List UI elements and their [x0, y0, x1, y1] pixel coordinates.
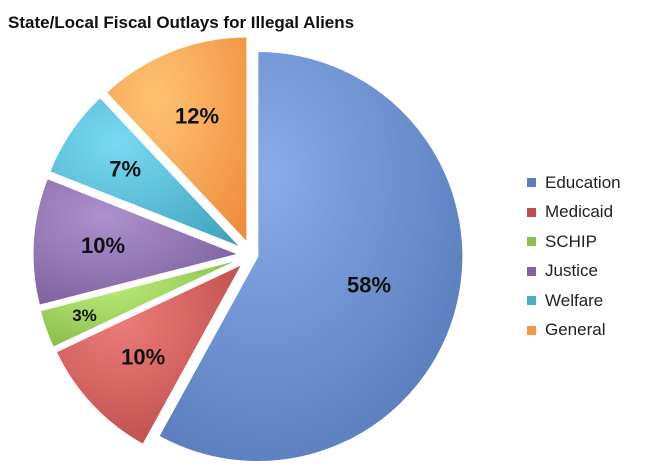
- data-label-general: 12%: [175, 104, 219, 129]
- legend-label: Welfare: [545, 290, 604, 310]
- pie-slice-medicaid: [55, 263, 243, 445]
- legend-swatch: [527, 325, 536, 335]
- pie-labels: 58% 10% 3% 10% 7% 12%: [72, 104, 391, 370]
- pie-slice-education: [158, 50, 464, 462]
- legend-item-education: Education: [527, 168, 621, 198]
- legend-swatch: [527, 237, 536, 247]
- data-label-education: 58%: [347, 273, 391, 298]
- pie-slice-schip: [39, 259, 240, 348]
- legend-item-justice: Justice: [527, 257, 621, 287]
- legend-item-medicaid: Medicaid: [527, 198, 621, 228]
- data-label-medicaid: 10%: [121, 345, 165, 370]
- legend-label: Medicaid: [545, 202, 614, 222]
- data-label-welfare: 7%: [109, 156, 141, 181]
- chart-legend: Education Medicaid SCHIP Justice Welfare Gene…: [527, 168, 621, 345]
- legend-label: Justice: [545, 261, 598, 281]
- pie-slices: [32, 36, 464, 462]
- legend-item-schip: SCHIP: [527, 227, 621, 257]
- legend-swatch: [527, 266, 536, 276]
- pie-slice-justice: [32, 178, 240, 306]
- legend-item-welfare: Welfare: [527, 286, 621, 316]
- legend-swatch: [527, 178, 536, 188]
- chart-title: State/Local Fiscal Outlays for Illegal A…: [8, 13, 355, 32]
- pie-slice-welfare: [49, 96, 241, 248]
- data-label-justice: 10%: [81, 233, 125, 258]
- legend-swatch: [527, 296, 536, 306]
- legend-label: Education: [545, 172, 621, 192]
- pie-slice-general: [105, 36, 248, 244]
- legend-label: SCHIP: [545, 231, 597, 251]
- legend-item-general: General: [527, 316, 621, 346]
- data-label-schip: 3%: [72, 306, 97, 325]
- legend-label: General: [545, 320, 606, 340]
- legend-swatch: [527, 207, 536, 217]
